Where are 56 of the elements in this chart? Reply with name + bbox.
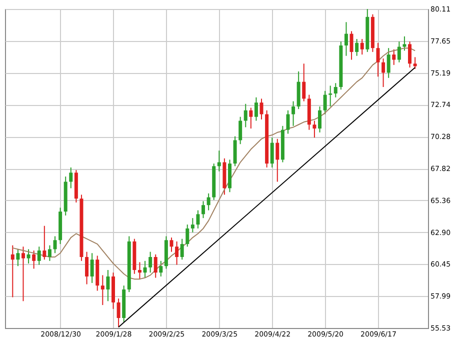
candlestick — [318, 106, 322, 133]
candlestick — [116, 298, 120, 328]
candlestick — [10, 244, 14, 298]
candlestick — [254, 96, 258, 122]
candlestick — [350, 30, 354, 60]
candlestick — [85, 251, 89, 285]
candlestick — [180, 238, 184, 260]
candlestick — [276, 138, 280, 182]
candlestick — [170, 237, 174, 252]
candlestick — [26, 248, 30, 264]
candlestick — [286, 110, 290, 134]
candlestick — [244, 103, 248, 128]
candlestick — [344, 22, 348, 56]
candlestick — [233, 136, 237, 167]
candlestick — [334, 82, 338, 98]
candlestick — [48, 244, 52, 262]
candlestick — [323, 90, 327, 115]
candlestick — [260, 98, 264, 120]
candlestick — [392, 48, 396, 66]
candlestick — [196, 210, 200, 229]
candlestick — [270, 137, 274, 168]
candlestick — [328, 85, 332, 107]
candlestick — [138, 262, 142, 280]
candlestick — [53, 236, 57, 254]
candlestick — [37, 246, 41, 266]
candlestick — [360, 38, 364, 56]
candlestick — [408, 41, 412, 68]
candlestick — [32, 250, 36, 270]
candlestick — [206, 192, 210, 211]
candlestick — [186, 224, 190, 248]
candlestick — [202, 200, 206, 219]
candlestick — [90, 252, 94, 284]
candlestick — [21, 246, 25, 302]
candlestick — [143, 260, 147, 278]
candlestick — [238, 116, 242, 145]
candlestick — [175, 240, 179, 266]
candlestick — [292, 100, 296, 126]
candlestick — [397, 41, 401, 63]
candlestick — [148, 251, 152, 274]
candlestick — [154, 254, 158, 278]
candlestick — [376, 42, 380, 78]
candlestick — [312, 120, 316, 138]
candlestick — [382, 58, 386, 88]
candlestick — [106, 269, 110, 302]
candlestick — [355, 38, 359, 56]
candlestick — [302, 63, 306, 102]
candlestick — [100, 274, 104, 306]
candlestick — [69, 166, 73, 189]
candlestick — [42, 225, 46, 260]
candlestick — [386, 48, 390, 78]
candlestick — [402, 36, 406, 52]
candlestick — [16, 248, 20, 267]
candlestick — [190, 218, 194, 233]
candlestick — [413, 56, 417, 70]
candlestick — [249, 107, 253, 130]
candlestick — [159, 260, 163, 277]
